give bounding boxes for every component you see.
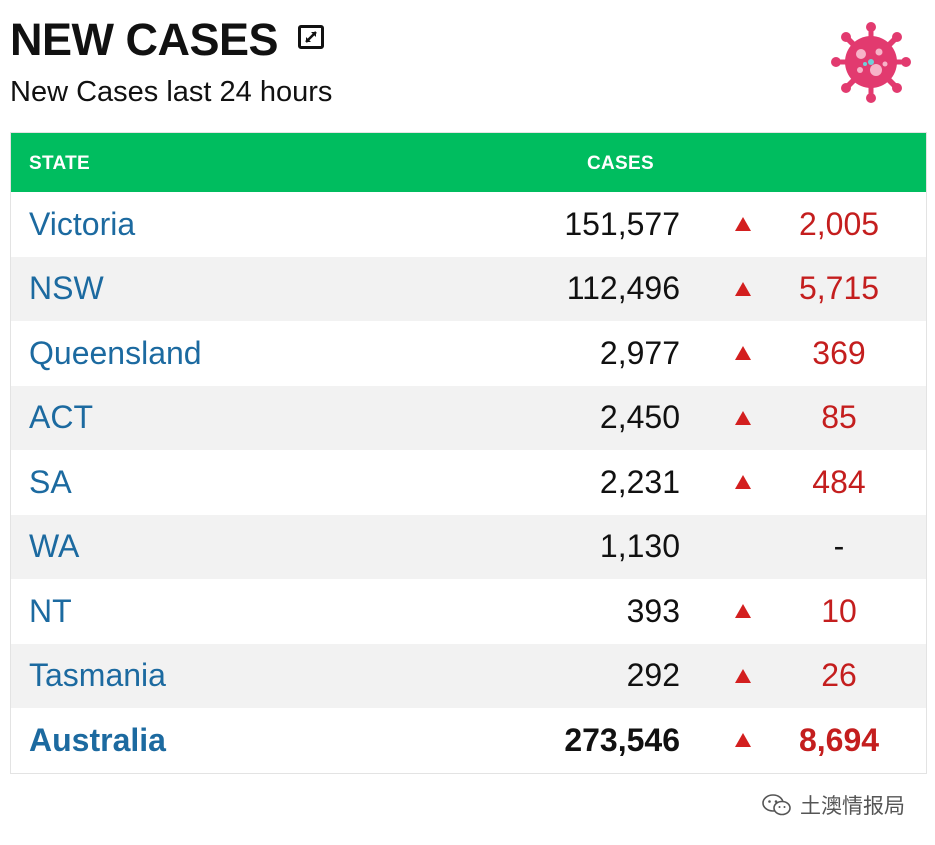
table-row: NSW 112,496 5,715	[11, 256, 926, 322]
new-cases-delta: -	[833, 528, 845, 565]
table-row: Tasmania 292 26	[11, 643, 926, 709]
state-name[interactable]: Victoria	[29, 205, 136, 242]
up-arrow-icon	[735, 644, 751, 709]
case-count: 1,130	[599, 528, 680, 565]
state-name[interactable]: WA	[29, 528, 80, 565]
total-row: Australia 273,546 8,694	[11, 708, 926, 773]
table-row: Queensland 2,977 369	[11, 321, 926, 386]
up-arrow-icon	[735, 579, 751, 644]
case-count: 112,496	[566, 270, 680, 307]
column-header-cases[interactable]: CASES	[587, 153, 654, 174]
table-row: NT 393 10	[11, 579, 926, 644]
total-case-count: 273,546	[564, 721, 680, 758]
table-row: Victoria 151,577 2,005	[11, 192, 926, 257]
cases-table: STATE CASES Victoria 151,577 2,005 NSW 1…	[10, 132, 927, 774]
new-cases-delta: 484	[812, 463, 866, 500]
page-title: NEW CASES	[10, 14, 279, 65]
table-row: SA 2,231 484	[11, 450, 926, 515]
column-header-state[interactable]: STATE	[29, 153, 90, 174]
up-arrow-icon	[735, 192, 751, 257]
watermark: 土澳情报局	[762, 790, 905, 820]
up-arrow-icon	[735, 321, 751, 386]
new-cases-delta: 2,005	[798, 205, 880, 242]
up-arrow-icon	[735, 257, 751, 322]
table-header: STATE CASES	[11, 133, 926, 192]
new-cases-delta: 26	[821, 657, 857, 694]
up-arrow-icon	[735, 386, 751, 451]
total-label[interactable]: Australia	[29, 721, 166, 758]
case-count: 2,450	[599, 399, 680, 436]
watermark-text: 土澳情报局	[800, 794, 905, 818]
header: NEW CASES New Cases last 24 hours	[10, 12, 925, 122]
title-row: NEW CASES	[10, 12, 925, 68]
virus-icon	[831, 22, 911, 103]
page-subtitle: New Cases last 24 hours	[10, 76, 333, 108]
case-count: 2,231	[599, 463, 680, 500]
state-name[interactable]: Queensland	[29, 334, 202, 371]
total-new-cases-delta: 8,694	[798, 721, 880, 758]
new-cases-delta: 85	[821, 399, 857, 436]
up-arrow-icon	[735, 450, 751, 515]
state-name[interactable]: NT	[29, 592, 72, 629]
table-row: WA 1,130 -	[11, 514, 926, 579]
state-name[interactable]: NSW	[29, 270, 104, 307]
wechat-icon	[762, 794, 791, 816]
new-cases-delta: 369	[812, 334, 866, 371]
table-row: ACT 2,450 85	[11, 385, 926, 451]
case-count: 151,577	[564, 205, 680, 242]
case-count: 2,977	[599, 334, 680, 371]
case-count: 292	[626, 657, 680, 694]
state-name[interactable]: ACT	[29, 399, 93, 436]
case-count: 393	[626, 592, 680, 629]
expand-icon[interactable]	[298, 25, 325, 49]
new-cases-delta: 10	[821, 592, 857, 629]
new-cases-delta: 5,715	[798, 270, 880, 307]
state-name[interactable]: Tasmania	[29, 657, 166, 694]
up-arrow-icon	[735, 708, 751, 773]
table-body: Victoria 151,577 2,005 NSW 112,496 5,715…	[11, 192, 926, 773]
state-name[interactable]: SA	[29, 463, 72, 500]
